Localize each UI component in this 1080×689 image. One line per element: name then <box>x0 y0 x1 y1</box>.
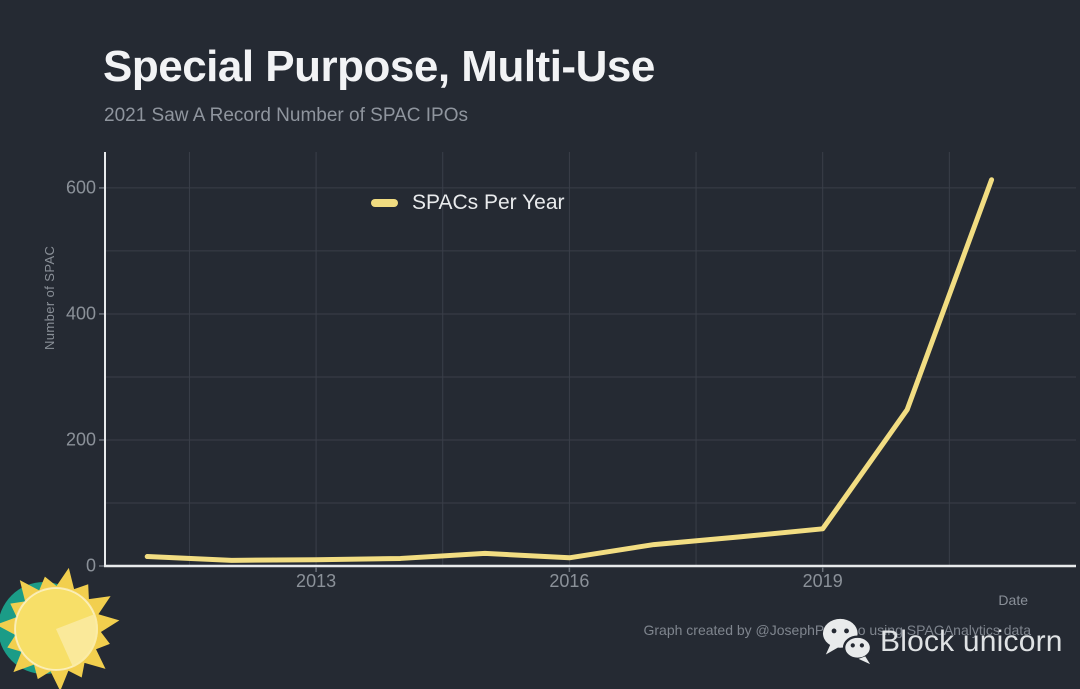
legend: SPACs Per Year <box>371 191 565 215</box>
y-tick-label-600: 600 <box>65 177 96 198</box>
legend-label: SPACs Per Year <box>412 191 565 214</box>
wechat-icon <box>822 618 872 665</box>
x-axis-title: Date <box>998 592 1028 608</box>
series-line-spacs-per-year <box>144 177 995 563</box>
legend-line-swatch <box>371 199 398 207</box>
x-tick-label-2016: 2016 <box>549 571 590 591</box>
brand-badge: Block unicorn <box>822 616 1063 668</box>
y-tick-label-400: 400 <box>65 303 96 324</box>
y-tick-label-0: 0 <box>85 555 96 576</box>
sun-logo-icon <box>0 567 120 689</box>
page-subtitle: 2021 Saw A Record Number of SPAC IPOs <box>104 105 468 126</box>
y-axis-title: Number of SPAC <box>42 245 57 350</box>
brand-name: Block unicorn <box>880 625 1063 658</box>
x-tick-label-2019: 2019 <box>802 571 843 591</box>
page-title: Special Purpose, Multi-Use <box>103 42 655 91</box>
x-tick-label-2013: 2013 <box>296 571 337 591</box>
y-tick-label-200: 200 <box>65 429 96 450</box>
